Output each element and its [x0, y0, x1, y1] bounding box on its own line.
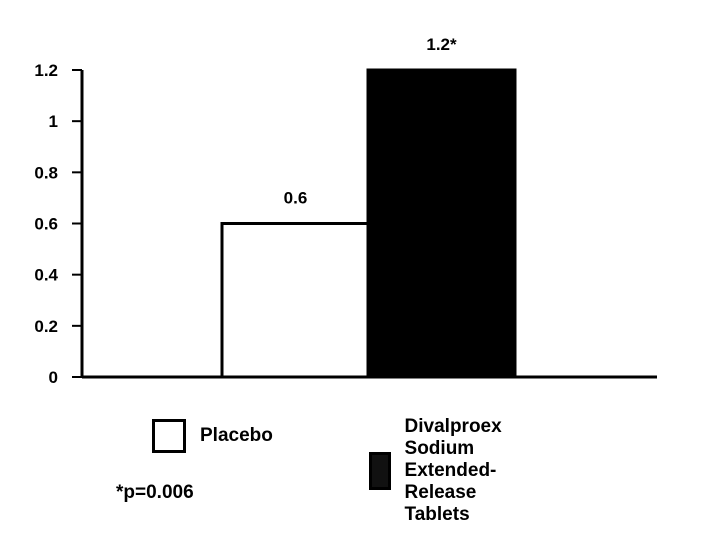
bars	[82, 68, 657, 379]
bar-placebo	[220, 222, 371, 379]
y-tick-label: 0.8	[34, 163, 58, 182]
y-tick-label: 0	[49, 368, 58, 387]
footnote: *p=0.006	[116, 482, 194, 503]
legend-label-divalproex-line1: Divalproex Sodium	[404, 416, 502, 459]
legend-label-divalproex: Divalproex Sodium Extended-Release Table…	[405, 416, 519, 526]
y-tick-label: 1	[49, 112, 58, 131]
data-label-placebo: 0.6	[284, 189, 308, 208]
y-tick-label: 1.2	[34, 61, 58, 80]
data-label-divalproex: 1.2*	[426, 35, 457, 54]
bar-chart: 0 0.2 0.4 0.6 0.8 1 1.2 0.6 1.2*	[34, 35, 657, 387]
legend-item-placebo: Placebo	[152, 419, 273, 453]
legend-label-placebo: Placebo	[200, 425, 273, 446]
y-axis: 0 0.2 0.4 0.6 0.8 1 1.2	[34, 61, 84, 387]
bar-divalproex	[366, 68, 517, 379]
data-labels: 0.6 1.2*	[284, 35, 457, 208]
legend-item-divalproex: Divalproex Sodium Extended-Release Table…	[369, 416, 518, 526]
y-tick-label: 0.2	[34, 317, 58, 336]
y-tick-label: 0.6	[34, 215, 58, 234]
legend-swatch-placebo	[152, 419, 186, 453]
y-tick-label: 0.4	[34, 266, 58, 285]
legend-label-divalproex-line2: Extended-Release Tablets	[404, 460, 497, 525]
legend-swatch-divalproex	[369, 452, 391, 490]
